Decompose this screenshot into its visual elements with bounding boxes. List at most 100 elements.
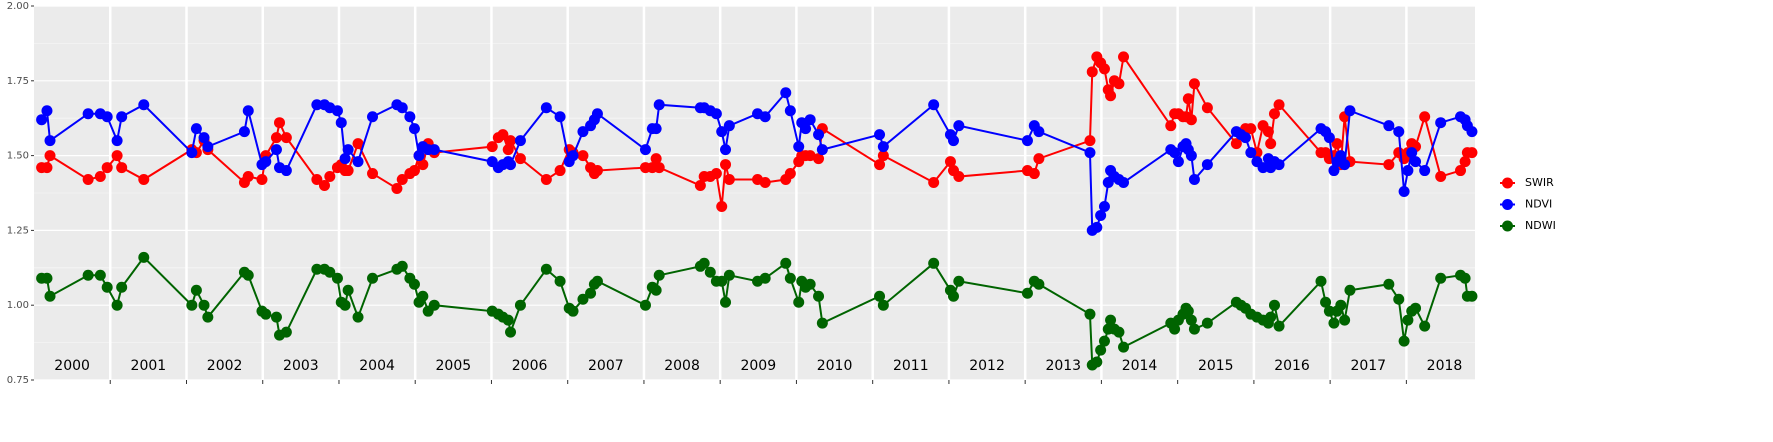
point bbox=[111, 150, 123, 162]
point bbox=[813, 153, 825, 165]
year-label: 2015 bbox=[1198, 358, 1234, 374]
point bbox=[1028, 168, 1040, 180]
point bbox=[311, 263, 323, 275]
legend-marker bbox=[1502, 177, 1513, 189]
year-label: 2006 bbox=[512, 358, 548, 374]
point bbox=[1185, 114, 1197, 126]
point bbox=[36, 114, 48, 126]
point bbox=[1383, 278, 1395, 290]
point bbox=[1172, 156, 1184, 168]
point bbox=[1113, 326, 1125, 338]
point bbox=[804, 150, 816, 162]
point bbox=[202, 311, 214, 323]
year-label: 2005 bbox=[436, 358, 472, 374]
point bbox=[514, 153, 526, 165]
point bbox=[1265, 311, 1277, 323]
point bbox=[111, 135, 123, 147]
point bbox=[367, 111, 379, 123]
point bbox=[238, 126, 250, 138]
point bbox=[947, 135, 959, 147]
point bbox=[1091, 356, 1103, 368]
point bbox=[1095, 209, 1107, 221]
point bbox=[101, 162, 113, 174]
legend-label: NDVI bbox=[1525, 198, 1552, 211]
point bbox=[331, 272, 343, 284]
point bbox=[780, 87, 792, 99]
point bbox=[1230, 138, 1242, 150]
point bbox=[1402, 165, 1414, 177]
point bbox=[1185, 314, 1197, 326]
point bbox=[653, 162, 665, 174]
year-label: 2003 bbox=[283, 358, 319, 374]
point bbox=[1265, 138, 1277, 150]
point bbox=[816, 317, 828, 329]
point bbox=[650, 153, 662, 165]
point bbox=[1435, 117, 1447, 129]
point bbox=[720, 159, 732, 171]
point bbox=[311, 99, 323, 111]
point bbox=[759, 177, 771, 189]
point bbox=[716, 200, 728, 212]
point bbox=[1383, 159, 1395, 171]
point bbox=[710, 108, 722, 120]
point bbox=[138, 99, 150, 111]
point bbox=[1201, 102, 1213, 114]
point bbox=[1419, 320, 1431, 332]
point bbox=[1245, 123, 1257, 135]
point bbox=[928, 257, 940, 269]
point bbox=[1185, 150, 1197, 162]
point bbox=[723, 269, 735, 281]
point bbox=[1466, 290, 1478, 302]
point bbox=[1118, 177, 1130, 189]
point bbox=[928, 99, 940, 111]
point bbox=[1118, 51, 1130, 63]
y-tick-label: 0.75 bbox=[7, 375, 29, 386]
point bbox=[41, 162, 53, 174]
point bbox=[190, 284, 202, 296]
point bbox=[780, 257, 792, 269]
point bbox=[1273, 320, 1285, 332]
point bbox=[554, 165, 566, 177]
point bbox=[723, 174, 735, 186]
point bbox=[577, 293, 589, 305]
point bbox=[428, 144, 440, 156]
point bbox=[1105, 314, 1117, 326]
point bbox=[408, 165, 420, 177]
point bbox=[928, 177, 940, 189]
point bbox=[270, 311, 282, 323]
legend-label: NDWI bbox=[1525, 219, 1556, 232]
point bbox=[352, 138, 364, 150]
point bbox=[116, 281, 128, 293]
year-label: 2007 bbox=[588, 358, 624, 374]
point bbox=[947, 290, 959, 302]
point bbox=[202, 141, 214, 153]
point bbox=[759, 111, 771, 123]
point bbox=[540, 174, 552, 186]
year-label: 2017 bbox=[1350, 358, 1386, 374]
point bbox=[1091, 221, 1103, 233]
point bbox=[650, 123, 662, 135]
point bbox=[1098, 335, 1110, 347]
point bbox=[342, 284, 354, 296]
point bbox=[698, 257, 710, 269]
y-tick-label: 1.50 bbox=[7, 151, 29, 162]
point bbox=[1393, 293, 1405, 305]
point bbox=[1419, 165, 1431, 177]
point bbox=[44, 135, 56, 147]
point bbox=[1182, 93, 1194, 105]
year-label: 2004 bbox=[359, 358, 395, 374]
point bbox=[408, 123, 420, 135]
point bbox=[1257, 162, 1269, 174]
point bbox=[94, 269, 106, 281]
point bbox=[1098, 200, 1110, 212]
point bbox=[1262, 126, 1274, 138]
point bbox=[1419, 111, 1431, 123]
point bbox=[793, 296, 805, 308]
point bbox=[1344, 284, 1356, 296]
point bbox=[1118, 341, 1130, 353]
point bbox=[1435, 171, 1447, 183]
point bbox=[1105, 90, 1117, 102]
point bbox=[554, 111, 566, 123]
point bbox=[404, 111, 416, 123]
point bbox=[417, 159, 429, 171]
